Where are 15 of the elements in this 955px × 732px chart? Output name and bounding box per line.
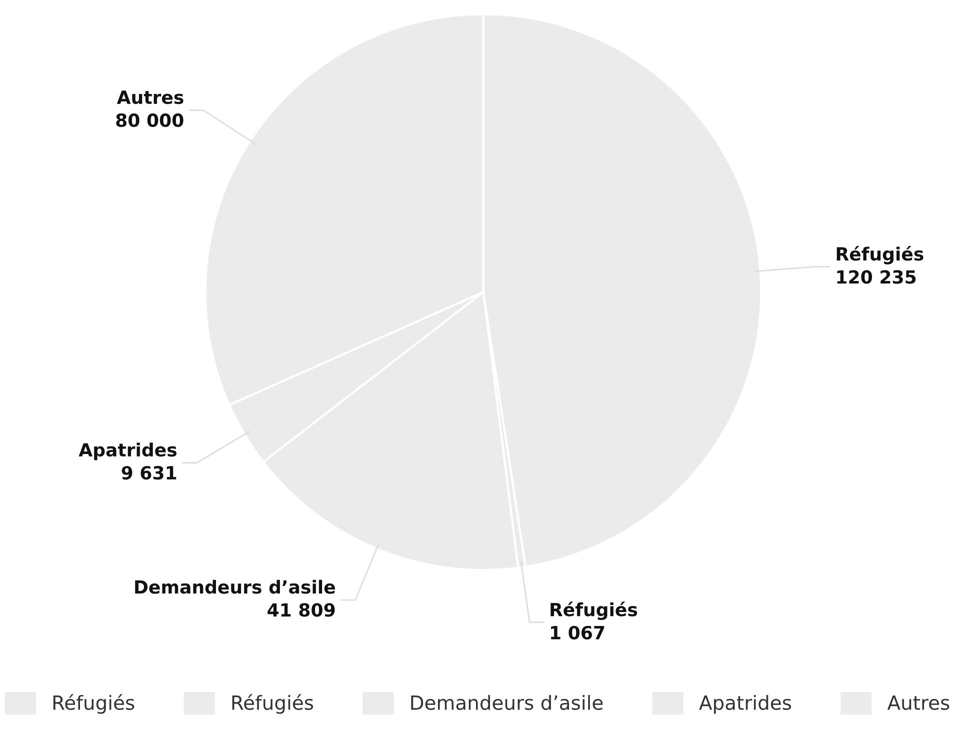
slice-label: Réfugiés [550, 602, 638, 620]
data-label: 1 067 [551, 626, 604, 640]
legend-label: Demandeurs d’asile [411, 694, 603, 710]
legend-label: Autres [887, 696, 950, 710]
legend-label: Réfugiés [232, 694, 314, 714]
slice-label: Apatrides [78, 442, 176, 460]
slice-label: Réfugiés [836, 246, 924, 264]
data-label: 41 809 [268, 603, 335, 617]
slice-label: Autres [116, 90, 184, 104]
legend-label: Réfugiés [53, 694, 134, 714]
data-label: 120 235 [837, 270, 916, 284]
data-label: 80 000 [116, 113, 184, 128]
legend-label: Apatrides [699, 694, 792, 714]
slice-label: Demandeurs d’asile [135, 580, 335, 594]
data-label: 9 631 [122, 466, 176, 480]
